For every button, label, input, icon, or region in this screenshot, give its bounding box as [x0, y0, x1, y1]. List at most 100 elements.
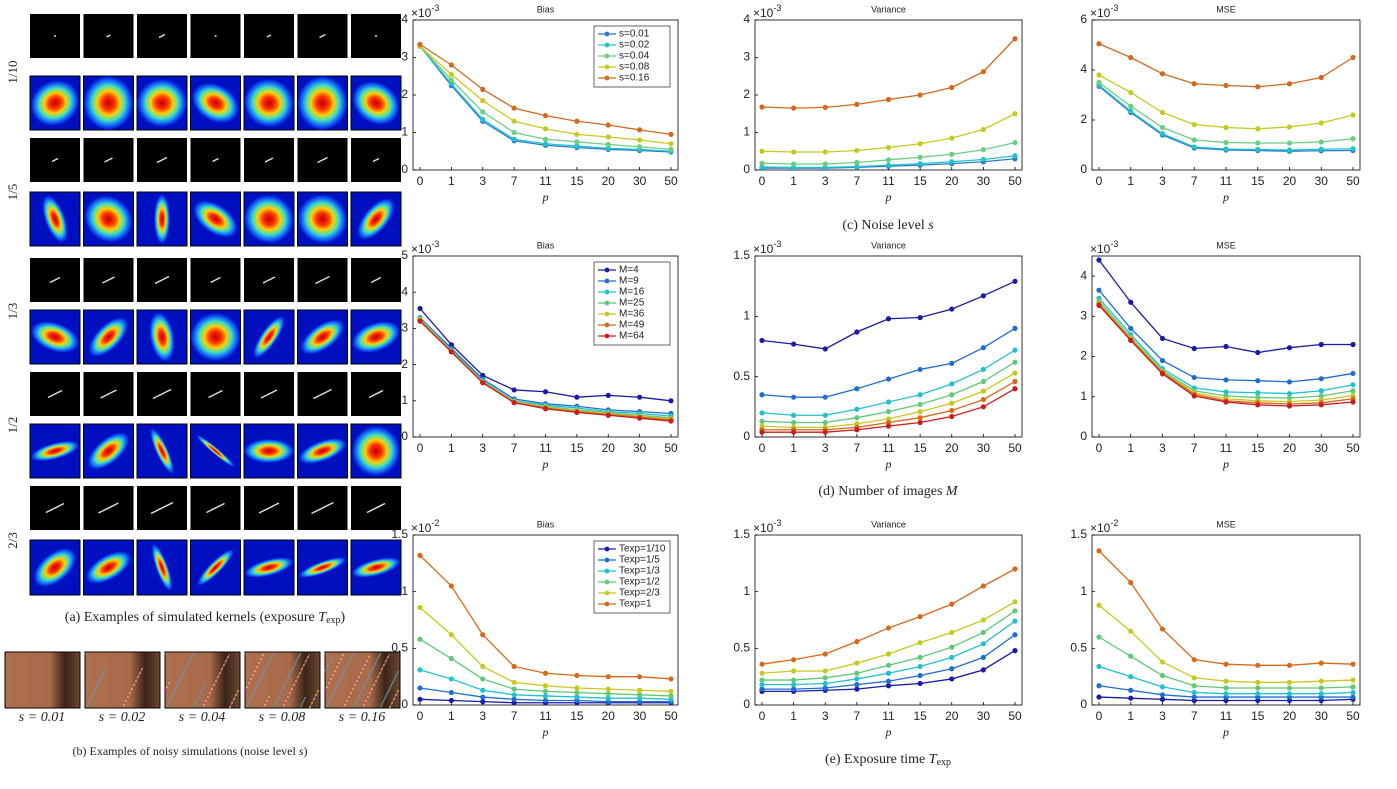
noise-speck: [392, 700, 394, 702]
noise-speck: [258, 662, 260, 664]
noise-speck: [198, 695, 200, 697]
noise-speck: [210, 690, 212, 692]
legend-label: M=9: [619, 276, 639, 287]
noise-speck: [330, 697, 332, 699]
y-tick-label: 0: [743, 162, 750, 176]
data-point: [885, 678, 892, 684]
noise-speck: [295, 661, 297, 663]
y-tick-label: 1: [743, 309, 750, 323]
data-point: [854, 164, 860, 170]
y-tick-label: 0: [1080, 697, 1087, 711]
noise-speck: [199, 693, 201, 695]
data-point: [917, 419, 923, 426]
data-point: [511, 129, 517, 136]
legend-marker: [604, 278, 610, 284]
noise-speck: [365, 681, 367, 683]
data-point: [1223, 691, 1229, 697]
data-point: [417, 41, 423, 47]
data-point: [791, 394, 797, 400]
data-point: [542, 688, 549, 695]
data-point: [1255, 140, 1261, 146]
noise-speck: [257, 683, 259, 685]
data-point: [574, 694, 580, 700]
noise-speck: [365, 662, 367, 664]
noise-speck: [396, 673, 398, 675]
legend-marker: [604, 557, 610, 563]
kernel-trace: [311, 501, 334, 515]
noise-speck: [301, 668, 303, 670]
data-point: [980, 126, 986, 133]
data-point: [574, 689, 580, 696]
legend-label: s=0.01: [619, 29, 650, 40]
data-point: [1096, 663, 1102, 670]
noise-speck: [87, 703, 89, 705]
caption-part: exp: [937, 757, 951, 768]
data-point: [542, 389, 549, 395]
noise-speck: [186, 665, 188, 667]
data-point: [1255, 662, 1261, 668]
noise-speck: [179, 679, 181, 681]
legend-marker: [604, 590, 610, 596]
data-point: [759, 392, 765, 398]
noise-speck: [286, 698, 288, 700]
noise-speck: [98, 681, 100, 683]
legend-label: Texp=1/5: [619, 555, 660, 566]
y-tick-label: 0.5: [733, 641, 750, 655]
data-point: [1012, 278, 1018, 284]
noise-speck: [309, 706, 311, 708]
data-point: [885, 683, 892, 689]
data-point: [637, 127, 643, 133]
noise-speck: [296, 659, 298, 661]
data-point: [1350, 388, 1356, 394]
y-multiplier: ×10-3: [753, 3, 781, 20]
noise-speck: [338, 662, 340, 664]
legend-marker: [604, 601, 610, 607]
noise-speck: [377, 676, 379, 678]
data-point: [1223, 678, 1229, 684]
kernel-trace: [372, 157, 380, 163]
data-point: [1318, 678, 1324, 684]
data-point: [791, 686, 797, 692]
noise-speck: [267, 663, 269, 665]
noise-speck: [344, 704, 346, 706]
noise-speck: [327, 665, 329, 667]
chart-title: Bias: [537, 4, 555, 14]
noise-speck: [259, 660, 261, 662]
data-point: [668, 688, 674, 695]
data-point: [980, 667, 986, 673]
y-tick-label: 3: [743, 50, 750, 64]
caption-part: s: [299, 744, 304, 758]
x-tick-label: 20: [602, 441, 616, 455]
noise-speck: [345, 667, 347, 669]
x-tick-label: 50: [664, 174, 678, 188]
spectrum-blob: [31, 321, 79, 353]
x-tick-label: 3: [822, 441, 829, 455]
noise-speck: [334, 670, 336, 672]
data-point: [885, 423, 892, 429]
noise-speck: [364, 702, 366, 704]
multiplier-exponent: -3: [1110, 3, 1118, 13]
data-point: [1255, 349, 1261, 356]
noise-speck: [227, 656, 229, 658]
kernel-trace: [106, 34, 111, 38]
data-point: [1159, 71, 1166, 77]
y-tick-label: 0: [401, 429, 408, 443]
noise-speck: [248, 682, 250, 684]
data-point: [637, 144, 643, 150]
legend-label: Texp=1/3: [619, 566, 660, 577]
noise-speck: [165, 653, 167, 655]
kernel-trace: [264, 157, 274, 163]
legend-label: M=4: [619, 265, 639, 276]
noise-speck: [353, 705, 355, 707]
data-point: [448, 342, 454, 348]
data-point: [480, 116, 486, 122]
data-point: [980, 404, 986, 410]
x-tick-label: 7: [511, 441, 518, 455]
noise-speck: [329, 699, 331, 701]
x-tick-label: 15: [570, 709, 584, 723]
multiplier-base: ×10: [411, 6, 432, 20]
data-point: [759, 148, 765, 154]
y-tick-label: 3: [1080, 309, 1087, 323]
noise-speck: [203, 704, 205, 706]
data-point: [1286, 662, 1293, 668]
